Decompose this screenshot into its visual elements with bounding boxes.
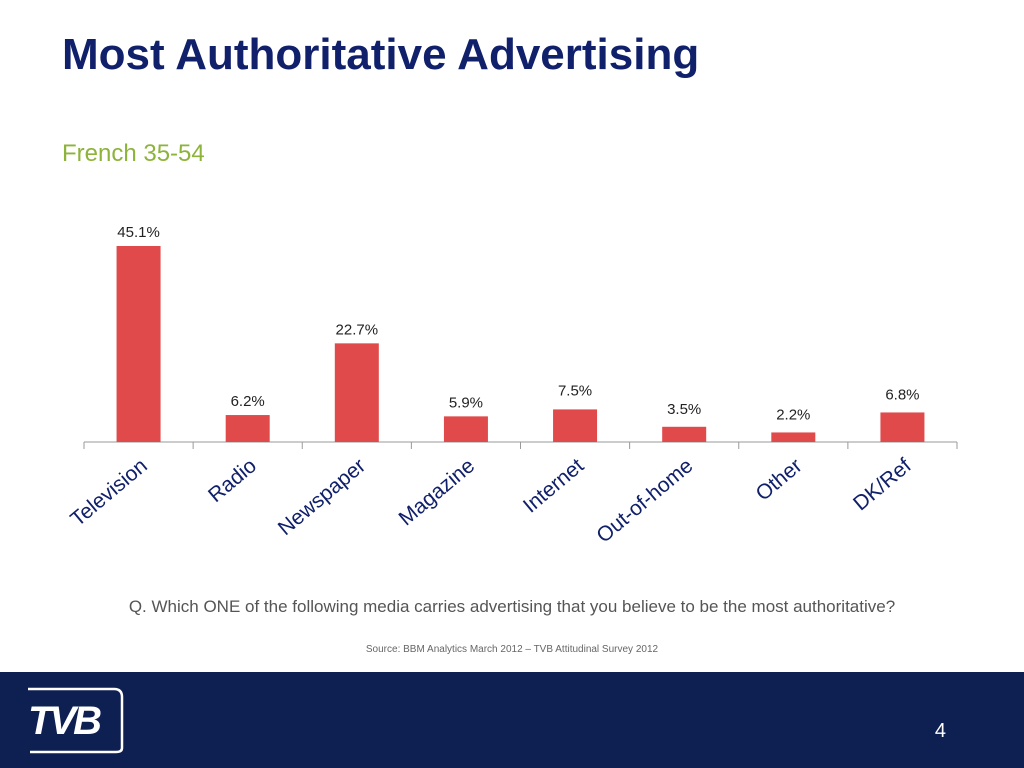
value-label: 6.8%	[885, 386, 919, 403]
category-label: Out-of-home	[592, 454, 697, 547]
bar-other	[771, 432, 816, 442]
category-label: Radio	[204, 454, 261, 507]
value-label: 45.1%	[117, 224, 160, 241]
tvb-logo: TVB	[28, 687, 124, 754]
survey-question: Q. Which ONE of the following media carr…	[128, 597, 896, 616]
bar-magazine	[443, 416, 488, 442]
value-label: 2.2%	[776, 406, 810, 423]
source-note: Source: BBM Analytics March 2012 – TVB A…	[365, 644, 659, 655]
slide-title: Most Authoritative Advertising	[62, 30, 700, 79]
category-label: Other	[752, 454, 807, 505]
bar-television	[116, 246, 161, 442]
value-label: 22.7%	[336, 321, 379, 338]
tvb-logo-text: TVB	[28, 699, 101, 743]
footer-bar: TVB 4	[0, 672, 1024, 768]
value-label: 7.5%	[558, 382, 592, 399]
category-label: Newspaper	[274, 454, 370, 540]
category-label: DK/Ref	[849, 454, 916, 515]
bar-internet	[553, 409, 598, 442]
value-label: 3.5%	[667, 401, 701, 418]
category-label: Internet	[519, 454, 588, 518]
page-number: 4	[934, 720, 946, 742]
bar-chart: 45.1% 6.2% 22.7% 5.9% 7.5% 3.5% 2.2% 6.8% Telev…	[66, 224, 958, 548]
bar-out-of-home	[662, 426, 707, 442]
value-label: 6.2%	[231, 393, 265, 410]
bar-dk-ref	[880, 412, 925, 442]
category-label: Magazine	[395, 454, 480, 530]
bar-newspaper	[334, 343, 379, 442]
bar-radio	[225, 415, 270, 442]
slide-subtitle: French 35-54	[62, 140, 205, 167]
category-label: Television	[66, 454, 151, 531]
value-label: 5.9%	[449, 394, 483, 411]
